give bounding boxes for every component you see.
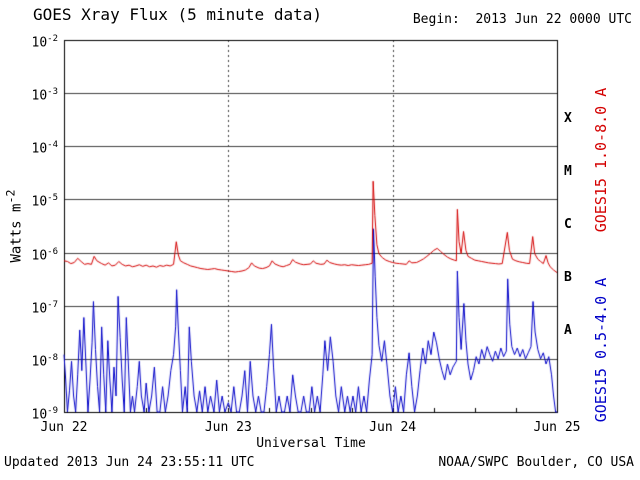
flare-class-label: C [564,217,572,232]
y-tick-label: 10-5 [31,193,59,210]
series-label-long-wavelength: GOES15 1.0-8.0 A [592,87,610,233]
source-label: NOAA/SWPC Boulder, CO USA [438,455,634,470]
y-tick-label: 10-3 [31,87,59,104]
flare-class-label: B [564,270,572,286]
y-axis-title-text: Watts m [8,203,25,263]
x-tick-label: Jun 25 [533,420,581,435]
y-tick-label: 10-7 [31,299,59,317]
series-label-short-wavelength: GOES15 0.5-4.0 A [592,277,610,423]
x-axis-title: Universal Time [256,436,366,451]
y-tick-label: 10-6 [31,246,59,263]
flare-class-label: A [564,323,572,339]
flare-class-label: M [564,163,572,179]
begin-time-label: Begin: 2013 Jun 22 0000 UTC [412,12,632,27]
y-axis-title-exponent: -2 [3,189,18,204]
y-tick-label: 10-4 [31,140,59,157]
x-tick-label: Jun 23 [204,420,252,435]
chart-title: GOES Xray Flux (5 minute data) [33,5,322,24]
x-tick-label: Jun 22 [40,420,88,435]
y-axis-title: Watts m-2 [4,189,25,262]
x-tick-label: Jun 24 [369,420,417,435]
y-tick-label: 10-2 [31,34,59,51]
updated-timestamp: Updated 2013 Jun 24 23:55:11 UTC [4,455,255,470]
flare-class-label: X [564,110,572,126]
y-tick-label: 10-8 [31,352,59,370]
y-tick-label: 10-9 [31,406,59,423]
